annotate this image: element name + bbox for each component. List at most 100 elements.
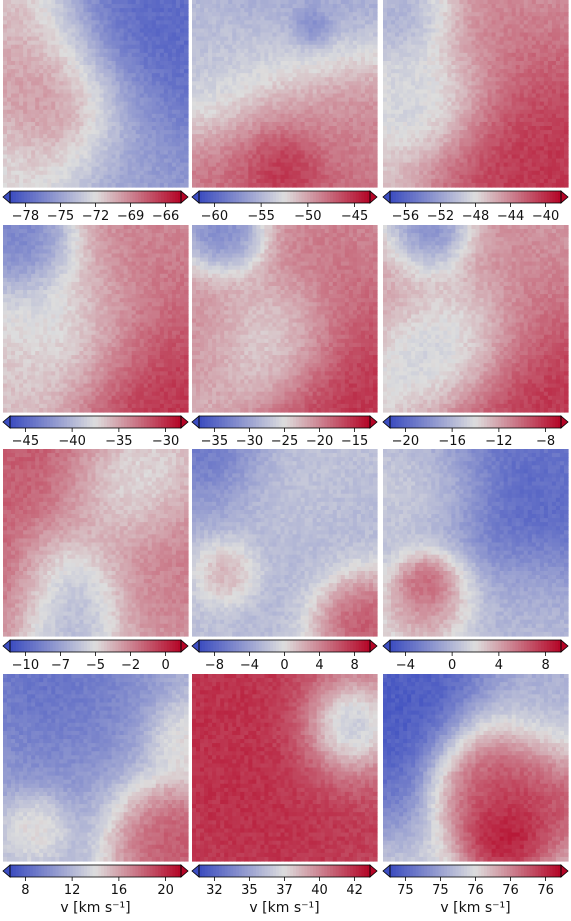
heatmap-cell: [272, 182, 278, 188]
heatmap-cell: [95, 52, 101, 58]
heatmap-cell: [368, 28, 374, 34]
colorbar-segment: [75, 191, 79, 203]
heatmap-cell: [292, 0, 298, 5]
heatmap-cell: [372, 130, 378, 135]
heatmap-cell: [260, 170, 265, 176]
heatmap-cell: [103, 158, 109, 164]
heatmap-cell: [159, 89, 165, 95]
heatmap-cell: [119, 77, 125, 82]
colorbar-segment: [169, 191, 174, 203]
heatmap-cell: [236, 154, 241, 160]
heatmap-cell: [344, 105, 350, 111]
heatmap-cell: [559, 16, 565, 21]
colorbar-segment: [310, 191, 314, 203]
heatmap-cell: [471, 20, 477, 25]
heatmap-cell: [75, 97, 81, 103]
heatmap-cell: [151, 93, 157, 99]
heatmap-cell: [103, 105, 109, 111]
heatmap-cell: [91, 126, 97, 131]
colorbar-segment: [143, 191, 148, 203]
heatmap-cell: [403, 28, 408, 34]
heatmap-cell: [344, 28, 350, 34]
heatmap-cell: [348, 162, 354, 168]
heatmap-cell: [383, 48, 388, 54]
heatmap-cell: [123, 40, 129, 46]
heatmap-cell: [332, 154, 338, 160]
heatmap-cell: [63, 16, 68, 21]
heatmap-cell: [364, 44, 370, 50]
heatmap-cell: [131, 69, 137, 74]
heatmap-cell: [372, 40, 378, 46]
heatmap-cell: [7, 60, 12, 66]
heatmap-cell: [308, 24, 314, 30]
colorbar-tick-label: −45: [341, 209, 368, 224]
heatmap-cell: [127, 28, 133, 34]
heatmap-cell: [280, 40, 286, 46]
heatmap-cell: [139, 8, 145, 13]
heatmap-cell: [220, 24, 225, 30]
heatmap-cell: [511, 32, 517, 38]
heatmap-cell: [519, 28, 525, 34]
heatmap-cell: [232, 138, 237, 143]
heatmap-cell: [364, 32, 370, 38]
heatmap-cell: [115, 52, 121, 58]
heatmap-cell: [360, 130, 366, 135]
heatmap-cell: [232, 130, 237, 135]
heatmap-cell: [439, 16, 444, 21]
heatmap-cell: [55, 28, 60, 34]
heatmap-cell: [183, 69, 189, 74]
heatmap-cell: [171, 166, 177, 172]
heatmap-cell: [364, 52, 370, 58]
heatmap-cell: [479, 40, 485, 46]
heatmap-cell: [131, 150, 137, 156]
heatmap-cell: [336, 4, 342, 9]
colorbar-segment: [124, 191, 128, 203]
heatmap-cell: [387, 0, 392, 5]
heatmap-cell: [171, 142, 177, 147]
heatmap-cell: [551, 16, 557, 21]
heatmap-cell: [268, 93, 274, 99]
heatmap-cell: [139, 150, 145, 156]
heatmap-cell: [372, 126, 378, 131]
heatmap-cell: [87, 109, 93, 115]
heatmap-cell: [292, 89, 298, 95]
heatmap-cell: [192, 117, 197, 123]
heatmap-cell: [308, 146, 314, 152]
heatmap-cell: [284, 52, 290, 58]
heatmap-cell: [531, 12, 537, 17]
heatmap-cell: [175, 48, 181, 54]
heatmap-cell: [59, 97, 64, 103]
heatmap-cell: [200, 134, 205, 139]
heatmap-cell: [23, 77, 28, 82]
heatmap-cell: [344, 130, 350, 135]
heatmap-cell: [3, 4, 8, 9]
heatmap-cell: [348, 52, 354, 58]
heatmap-cell: [11, 126, 16, 131]
heatmap-cell: [284, 48, 290, 54]
heatmap-cell: [19, 60, 24, 66]
heatmap-cell: [427, 40, 432, 46]
heatmap-cell: [248, 174, 253, 180]
heatmap-cell: [43, 146, 48, 152]
heatmap-cell: [99, 20, 105, 25]
heatmap-cell: [332, 182, 338, 188]
heatmap-cell: [451, 52, 456, 58]
heatmap-cell: [91, 89, 97, 95]
heatmap-cell: [248, 56, 253, 62]
heatmap-cell: [59, 20, 64, 25]
heatmap-cell: [260, 4, 265, 9]
colorbar-segment: [327, 191, 331, 203]
heatmap-cell: [175, 40, 181, 46]
heatmap-cell: [372, 97, 378, 103]
heatmap-cell: [155, 101, 161, 107]
heatmap-cell: [155, 4, 161, 9]
heatmap-cell: [43, 162, 48, 168]
heatmap-cell: [344, 117, 350, 123]
heatmap-cell: [167, 16, 173, 21]
heatmap-cell: [328, 0, 334, 5]
heatmap-cell: [99, 166, 105, 172]
heatmap-cell: [439, 48, 444, 54]
heatmap-cell: [27, 101, 32, 107]
heatmap-cell: [163, 134, 169, 139]
heatmap-cell: [147, 101, 153, 107]
